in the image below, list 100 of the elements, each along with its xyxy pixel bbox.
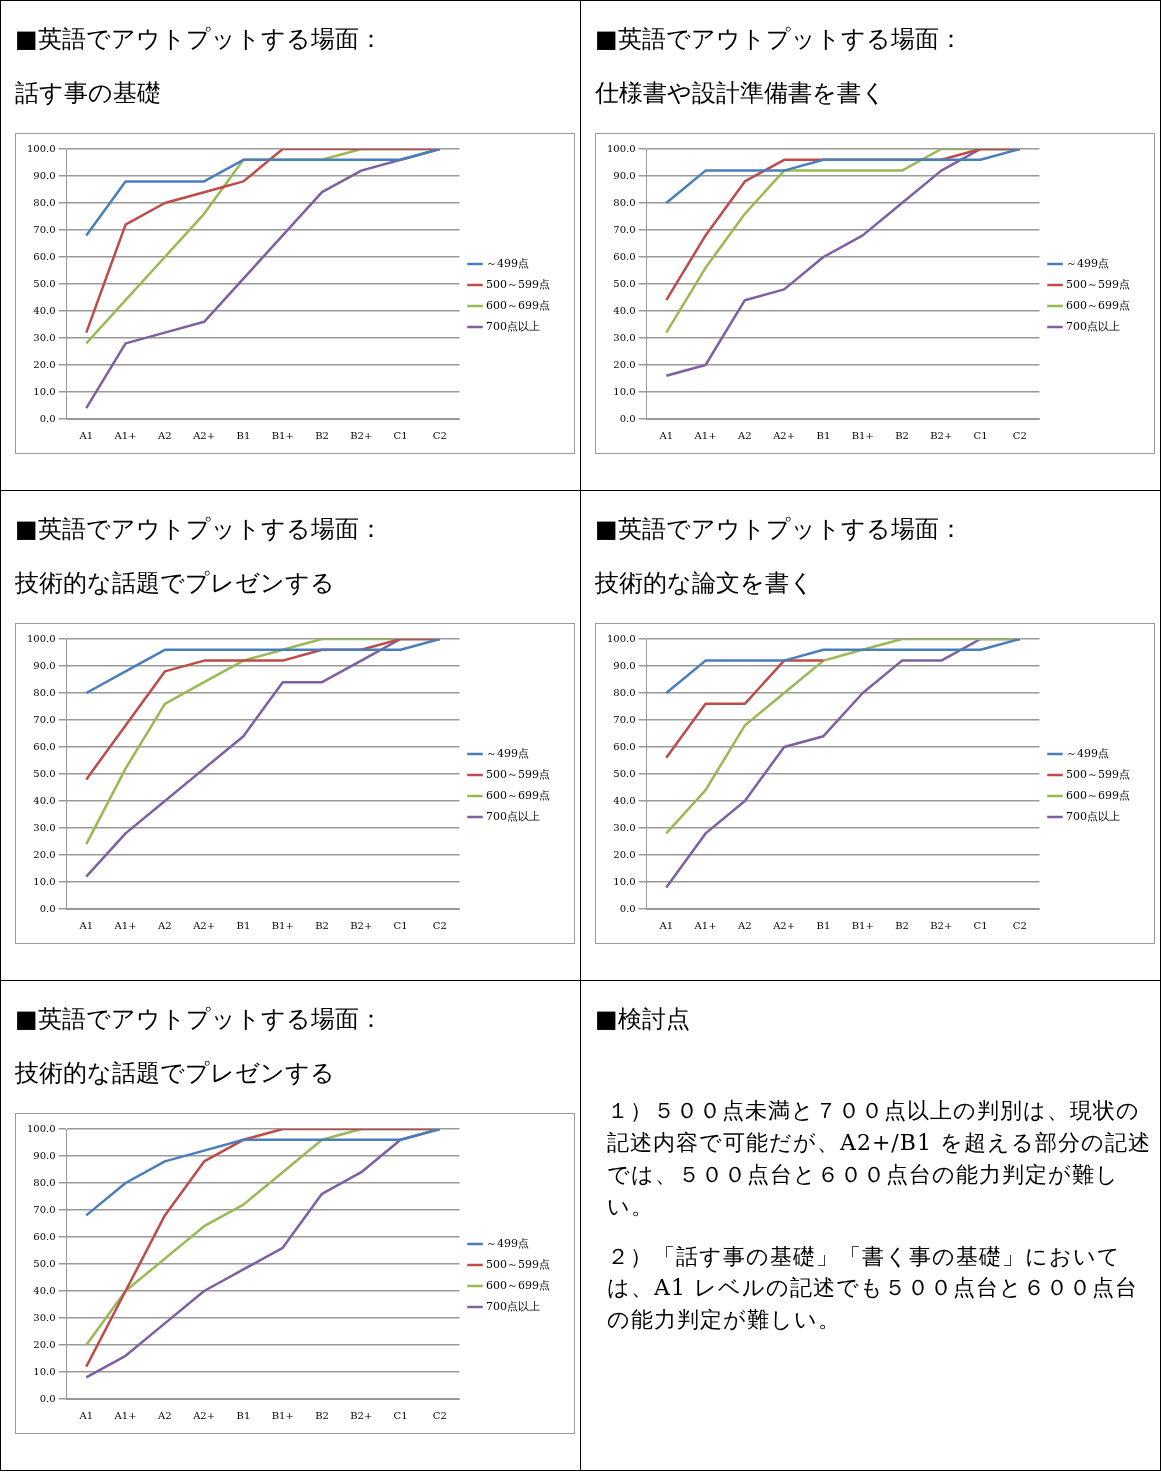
x-tick-label: B1+ bbox=[271, 919, 294, 931]
y-tick-label: 100.0 bbox=[606, 142, 636, 154]
x-tick-label: A1+ bbox=[113, 429, 137, 441]
legend-label: 500～599点 bbox=[486, 277, 551, 291]
y-tick-label: 80.0 bbox=[613, 196, 636, 208]
y-tick-label: 40.0 bbox=[613, 794, 636, 806]
y-tick-label: 80.0 bbox=[33, 1176, 56, 1188]
x-tick-label: B1 bbox=[236, 1409, 251, 1421]
y-tick-label: 100.0 bbox=[26, 1122, 56, 1134]
x-tick-label: A1 bbox=[658, 919, 674, 931]
chart-subtitle: 技術的な話題でプレゼンする bbox=[15, 568, 336, 599]
y-tick-label: 60.0 bbox=[613, 740, 636, 752]
y-tick-label: 60.0 bbox=[613, 250, 636, 262]
x-tick-label: C1 bbox=[393, 919, 408, 931]
y-tick-label: 10.0 bbox=[613, 385, 636, 397]
y-tick-label: 10.0 bbox=[33, 385, 56, 397]
x-tick-label: A1+ bbox=[113, 919, 137, 931]
x-tick-label: C2 bbox=[1012, 919, 1027, 931]
y-tick-label: 50.0 bbox=[613, 277, 636, 289]
legend-label: 700点以上 bbox=[486, 809, 541, 823]
x-tick-label: A2+ bbox=[192, 429, 216, 441]
text: ■検討点 bbox=[595, 1004, 691, 1035]
y-tick-label: 0.0 bbox=[619, 412, 636, 424]
text: １）５００点未満と７００点以上の判別は、現状の記述内容で可能だが、A2+/B1 を超える部分の記述では、５００点台と６００点台の能力判定が難しい。 bbox=[607, 1097, 1152, 1221]
x-tick-label: C1 bbox=[973, 429, 988, 441]
legend-label: ～499点 bbox=[486, 256, 530, 270]
x-tick-label: A1 bbox=[78, 429, 94, 441]
x-tick-label: C2 bbox=[432, 1409, 447, 1421]
x-tick-label: A2 bbox=[157, 919, 172, 931]
legend-label: 500～599点 bbox=[486, 767, 551, 781]
y-tick-label: 70.0 bbox=[33, 223, 56, 235]
chart-subtitle: 技術的な論文を書く bbox=[595, 568, 815, 599]
y-tick-label: 10.0 bbox=[33, 1365, 56, 1377]
legend-label: ～499点 bbox=[1066, 746, 1110, 760]
legend-label: 500～599点 bbox=[1066, 277, 1131, 291]
y-tick-label: 0.0 bbox=[39, 902, 56, 914]
y-tick-label: 70.0 bbox=[613, 223, 636, 235]
y-tick-label: 40.0 bbox=[613, 304, 636, 316]
x-tick-label: B1 bbox=[816, 429, 831, 441]
y-tick-label: 50.0 bbox=[33, 767, 56, 779]
y-tick-label: 40.0 bbox=[33, 304, 56, 316]
y-tick-label: 90.0 bbox=[33, 169, 56, 181]
x-tick-label: A2 bbox=[737, 919, 752, 931]
x-tick-label: B1+ bbox=[851, 429, 874, 441]
y-tick-label: 70.0 bbox=[613, 713, 636, 725]
x-tick-label: B2 bbox=[895, 429, 909, 441]
chart-title: ■英語でアウトプットする場面： bbox=[15, 1004, 384, 1035]
y-tick-label: 30.0 bbox=[33, 1311, 56, 1323]
y-tick-label: 90.0 bbox=[613, 659, 636, 671]
y-tick-label: 0.0 bbox=[619, 902, 636, 914]
legend-label: 600～699点 bbox=[486, 788, 551, 802]
x-tick-label: A1 bbox=[78, 1409, 94, 1421]
y-tick-label: 30.0 bbox=[33, 331, 56, 343]
chart-subtitle: 話す事の基礎 bbox=[15, 78, 162, 109]
x-tick-label: B2+ bbox=[930, 919, 953, 931]
y-tick-label: 30.0 bbox=[33, 821, 56, 833]
y-tick-label: 20.0 bbox=[33, 1338, 56, 1350]
y-tick-label: 70.0 bbox=[33, 713, 56, 725]
chart-title: ■英語でアウトプットする場面： bbox=[15, 24, 384, 55]
x-tick-label: B2+ bbox=[930, 429, 953, 441]
y-tick-label: 80.0 bbox=[33, 196, 56, 208]
x-tick-label: B2+ bbox=[350, 429, 373, 441]
chart-title: ■英語でアウトプットする場面： bbox=[595, 514, 964, 545]
y-tick-label: 80.0 bbox=[613, 686, 636, 698]
y-tick-label: 70.0 bbox=[33, 1203, 56, 1215]
y-tick-label: 20.0 bbox=[33, 848, 56, 860]
x-tick-label: A1+ bbox=[693, 919, 717, 931]
x-tick-label: A2+ bbox=[192, 1409, 216, 1421]
legend-label: ～499点 bbox=[486, 1236, 530, 1250]
x-tick-label: C1 bbox=[393, 429, 408, 441]
y-tick-label: 50.0 bbox=[33, 1257, 56, 1269]
x-tick-label: C1 bbox=[973, 919, 988, 931]
x-tick-label: B2 bbox=[315, 429, 329, 441]
y-tick-label: 60.0 bbox=[33, 250, 56, 262]
x-tick-label: B1 bbox=[816, 919, 831, 931]
x-tick-label: A1 bbox=[78, 919, 94, 931]
y-tick-label: 10.0 bbox=[33, 875, 56, 887]
y-tick-label: 100.0 bbox=[606, 632, 636, 644]
legend-label: 700点以上 bbox=[1066, 319, 1121, 333]
legend-label: 600～699点 bbox=[1066, 298, 1131, 312]
legend-label: 700点以上 bbox=[1066, 809, 1121, 823]
x-tick-label: A2 bbox=[737, 429, 752, 441]
legend-label: 500～599点 bbox=[486, 1257, 551, 1271]
legend-label: 500～599点 bbox=[1066, 767, 1131, 781]
x-tick-label: C1 bbox=[393, 1409, 408, 1421]
y-tick-label: 80.0 bbox=[33, 686, 56, 698]
y-tick-label: 20.0 bbox=[33, 358, 56, 370]
y-tick-label: 20.0 bbox=[613, 848, 636, 860]
y-tick-label: 30.0 bbox=[613, 331, 636, 343]
x-tick-label: B1 bbox=[236, 429, 251, 441]
x-tick-label: A1 bbox=[658, 429, 674, 441]
y-tick-label: 50.0 bbox=[33, 277, 56, 289]
chart-subtitle: 仕様書や設計準備書を書く bbox=[595, 78, 887, 109]
y-tick-label: 60.0 bbox=[33, 1230, 56, 1242]
chart-subtitle: 技術的な話題でプレゼンする bbox=[15, 1058, 336, 1089]
legend-label: ～499点 bbox=[1066, 256, 1110, 270]
text: ２）「話す事の基礎」「書く事の基礎」においては、A1 レベルの記述でも５００点台と６００点台の能力判定が難しい。 bbox=[607, 1242, 1139, 1335]
legend-label: ～499点 bbox=[486, 746, 530, 760]
y-tick-label: 0.0 bbox=[39, 412, 56, 424]
x-tick-label: B1+ bbox=[271, 429, 294, 441]
